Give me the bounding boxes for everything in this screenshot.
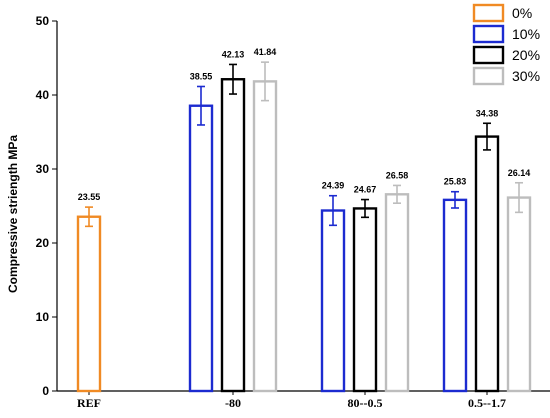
legend-label: 20%: [512, 47, 540, 63]
data-label: 25.83: [444, 177, 467, 187]
bar: [442, 198, 468, 393]
bar: [384, 193, 410, 393]
axes: 0 10 20 30 40 50 REF -80 80--0.5 0.5--1.7: [36, 14, 550, 410]
legend-label: 30%: [512, 68, 540, 84]
y-tick-label: 0: [42, 384, 49, 398]
bar: [252, 80, 278, 393]
bar: [188, 104, 214, 393]
y-axis-title: Compressive striength MPa: [6, 135, 20, 293]
bar: [506, 196, 532, 393]
legend-swatch: [472, 45, 505, 65]
data-label: 26.14: [508, 168, 531, 178]
data-label: 24.39: [322, 181, 345, 191]
data-labels: 23.55 38.55 42.13 41.84 24.39 24.67 26.58 25.83…: [78, 47, 531, 202]
y-tick-label: 10: [36, 310, 50, 324]
x-tick-label: 0.5--1.7: [468, 396, 506, 410]
bar: [352, 207, 378, 393]
bar: [220, 78, 246, 393]
bar: [320, 209, 346, 393]
x-tick-label: -80: [225, 396, 241, 410]
y-tick-label: 20: [36, 236, 50, 250]
legend: 0% 10% 20% 30%: [472, 3, 540, 86]
legend-label: 10%: [512, 26, 540, 42]
bars: [76, 61, 532, 393]
data-label: 26.58: [386, 170, 409, 180]
data-label: 38.55: [190, 71, 213, 81]
data-label: 41.84: [254, 47, 277, 57]
bar: [76, 215, 102, 393]
data-label: 23.55: [78, 192, 101, 202]
legend-swatch: [472, 3, 505, 23]
legend-swatch: [472, 66, 505, 86]
y-tick-label: 40: [36, 88, 50, 102]
data-label: 34.38: [476, 108, 499, 118]
data-label: 42.13: [222, 49, 245, 59]
x-tick-label: 80--0.5: [348, 396, 383, 410]
y-tick-label: 30: [36, 162, 50, 176]
legend-label: 0%: [512, 5, 532, 21]
bar: [474, 135, 500, 393]
legend-swatch: [472, 24, 505, 44]
x-tick-label: REF: [77, 396, 101, 410]
y-tick-label: 50: [36, 14, 50, 28]
data-label: 24.67: [354, 185, 377, 195]
